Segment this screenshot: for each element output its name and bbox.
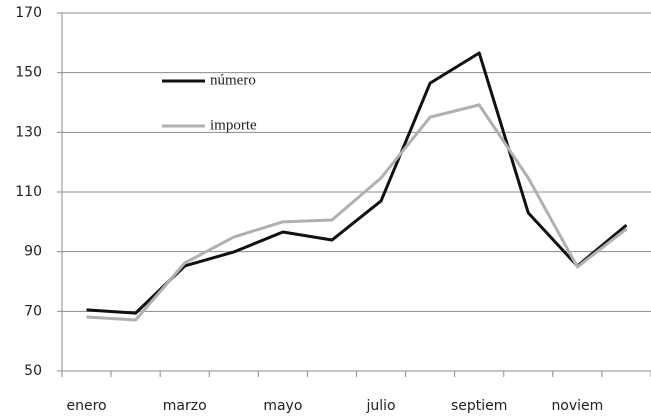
y-tick-label: 110: [15, 184, 42, 200]
series-line: [86, 103, 628, 322]
y-tick-label: 50: [24, 363, 42, 379]
x-tick-label: enero: [66, 398, 106, 414]
x-tick-label: noviem: [551, 398, 603, 414]
x-tick-label: septiem: [451, 398, 507, 414]
x-tick-label: mayo: [263, 398, 302, 414]
legend-label: importe: [210, 117, 257, 133]
y-tick-label: 170: [15, 5, 42, 21]
x-tick-label: julio: [365, 398, 395, 414]
y-tick-label: 150: [15, 65, 42, 81]
y-tick-label: 130: [15, 124, 42, 140]
x-tick-label: marzo: [163, 398, 207, 414]
y-tick-label: 70: [24, 303, 42, 319]
series-line: [86, 51, 628, 315]
legend-label: número: [210, 72, 256, 88]
y-tick-label: 90: [24, 244, 42, 260]
